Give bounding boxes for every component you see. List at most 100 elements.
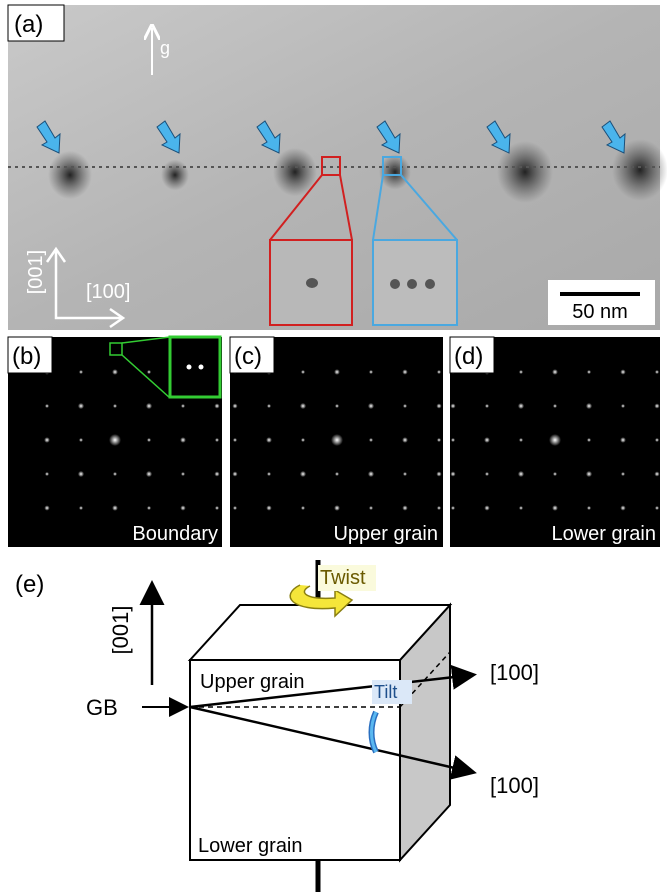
diffraction-spot [147,370,151,374]
diffraction-spot [147,506,151,510]
diffraction-spot [450,471,455,476]
diffraction-spot [214,471,219,476]
diffraction-spot [181,404,185,408]
grain-label: Lower grain [198,835,303,857]
diffraction-spot [301,438,305,442]
panel-label: (b) [12,343,41,370]
diffraction-spot [436,471,441,476]
diffraction-spot [484,437,490,443]
diffraction-spot [109,434,121,446]
caption: Lower grain [551,523,656,545]
diffraction-spot [403,472,407,476]
diffraction-spot [78,471,84,477]
panel-label: (e) [15,571,44,598]
diffraction-spot [180,437,186,443]
diffraction-spot [146,403,152,409]
diffraction-spot [519,370,523,374]
diffraction-spot [112,505,118,511]
diffraction-spot [519,506,523,510]
axis-label: [100] [86,281,130,303]
diffraction-spot [369,506,373,510]
diffraction-spot [233,438,237,442]
diffraction-spot [301,370,305,374]
diffraction-spot [266,505,271,510]
panel-a: (a) g [001] [100] 50 nm [8,5,667,330]
diffraction-spot [655,370,659,374]
diffraction-spot [621,472,625,476]
diffraction-spot [79,506,83,510]
diffraction-spot [368,403,374,409]
axis-label: [001] [25,250,47,294]
grain-label: Upper grain [200,671,305,693]
diffraction-spot [518,403,524,409]
scale-label: 50 nm [572,301,628,323]
diffraction-spot [334,369,340,375]
diffraction-spot [519,438,523,442]
diffraction-spot [620,505,625,510]
diffraction-spot [485,472,489,476]
panel-label: (d) [454,343,483,370]
diffraction-spot [436,403,441,408]
diffraction-spot [403,404,407,408]
tilt-label: Tilt [374,682,397,702]
figure: (a) g [001] [100] 50 nm (b) (c) (d) Boun… [0,0,667,892]
diffraction-spot [402,505,407,510]
diffraction-spot [214,403,219,408]
panel-label: (c) [234,343,262,370]
diffraction-spot [518,471,524,477]
diffraction-spot [334,505,340,511]
diffraction-spot [113,404,117,408]
strain-contrast [161,160,189,191]
diffraction-spot [451,506,455,510]
diffraction-spot [484,505,489,510]
panel-label: (a) [14,11,43,38]
diffraction-spot [402,369,407,374]
diffraction-spot [215,438,219,442]
diffraction-spot [437,438,441,442]
diffraction-spot [267,472,271,476]
diffraction-spot [621,404,625,408]
diffraction-spot [180,505,185,510]
caption: Boundary [132,523,218,545]
diffraction-spot [655,438,659,442]
diffraction-spot [112,369,118,375]
direction-label: [100] [490,660,539,685]
diffraction-spot [45,472,49,476]
diffraction-spot [586,471,592,477]
diffraction-spot [215,506,219,510]
diffraction-spot [655,506,659,510]
diffraction-spot [402,437,408,443]
axis-label: [001] [108,606,133,655]
diffraction-spot [44,505,49,510]
diffraction-spot [549,434,561,446]
diffraction-spot [181,472,185,476]
diffraction-spot [587,438,591,442]
diffraction-spot [620,437,626,443]
diffraction-spot [233,506,237,510]
diffraction-spot [553,472,557,476]
diffraction-spot [113,472,117,476]
diffraction-spot [232,403,237,408]
diffraction-spot [553,404,557,408]
diffraction-spot [79,370,83,374]
twist-label: Twist [320,567,366,589]
direction-label: [100] [490,773,539,798]
diffraction-spot [300,471,306,477]
gb-label: GB [86,695,118,720]
diffraction-spot [146,471,152,477]
diffraction-spot [267,404,271,408]
diffraction-spot [587,506,591,510]
diffraction-spot [266,437,272,443]
diffraction-spot [368,471,374,477]
diffraction-spot [450,403,455,408]
diffraction-spot [451,438,455,442]
diffraction-spot [232,471,237,476]
panel-e: (e) [001] Twist Upper grain Lower grain … [15,560,539,892]
diffraction-spot [44,437,50,443]
diffraction-spot [437,370,441,374]
diffraction-spot [620,369,625,374]
diffraction-spot [369,438,373,442]
diffraction-spot [79,438,83,442]
diffraction-spot [331,434,343,446]
diffraction-spot [437,506,441,510]
